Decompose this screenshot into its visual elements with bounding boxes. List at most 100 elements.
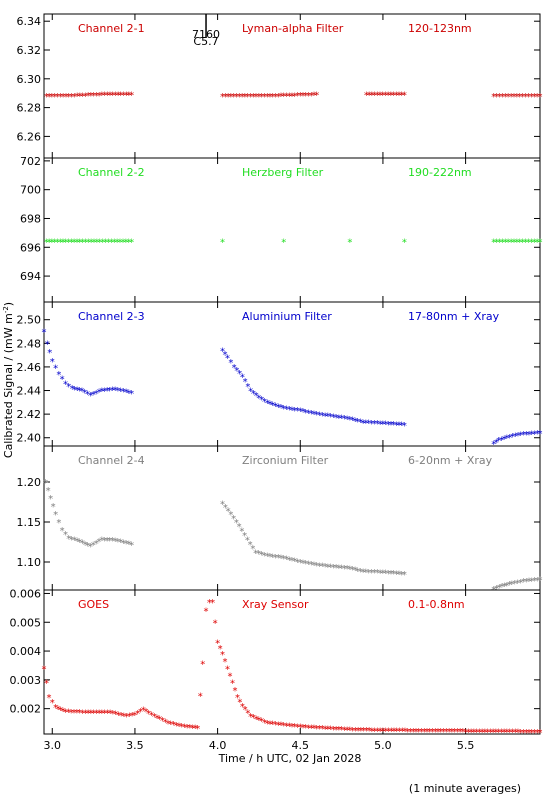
data-point: * — [254, 391, 259, 402]
data-point: * — [83, 238, 88, 249]
event-marker: 7160 C5.7 — [192, 14, 220, 48]
data-point: * — [526, 238, 531, 249]
data-point: * — [259, 395, 264, 406]
data-point: * — [399, 421, 404, 432]
data-point: * — [463, 727, 468, 738]
data-point: * — [273, 92, 278, 103]
data-point: * — [361, 418, 366, 429]
data-point: * — [276, 402, 281, 413]
data-point: * — [438, 727, 443, 738]
data-point: * — [369, 91, 374, 102]
data-point: * — [265, 552, 270, 563]
data-point: * — [290, 722, 295, 733]
data-point: * — [380, 420, 385, 431]
data-point: * — [91, 708, 96, 719]
data-point: * — [171, 720, 176, 731]
data-point: * — [378, 726, 383, 737]
panels: 6.26 6.28 6.30 6.32 6.34 Channel 2-1 Lyman-alp… — [10, 13, 543, 752]
data-point: * — [364, 726, 369, 737]
data-point: * — [256, 715, 261, 726]
data-point: * — [276, 553, 281, 564]
y-tick-label: 700 — [20, 184, 41, 197]
data-point: * — [243, 377, 248, 388]
data-point: * — [535, 728, 540, 739]
data-point: * — [86, 238, 91, 249]
panel-label: Channel 2-3 — [78, 310, 145, 323]
data-point: * — [529, 576, 534, 587]
data-point: * — [193, 724, 198, 735]
data-point: * — [259, 550, 264, 561]
data-point: * — [230, 679, 235, 690]
data-point: * — [526, 577, 531, 588]
data-point: * — [511, 92, 516, 103]
data-point: * — [60, 526, 65, 537]
data-point: * — [42, 664, 47, 675]
data-point: * — [262, 718, 267, 729]
data-point: * — [243, 705, 248, 716]
data-point: * — [245, 92, 250, 103]
data-point: * — [336, 413, 341, 424]
y-axis-label-end: ) — [2, 302, 15, 306]
data-point: * — [228, 358, 233, 369]
data-point: * — [72, 238, 77, 249]
data-point: * — [51, 502, 56, 513]
data-point: * — [228, 92, 233, 103]
data-point: * — [295, 722, 300, 733]
data-point: * — [245, 536, 250, 547]
data-point: * — [372, 568, 377, 579]
data-point: * — [262, 92, 267, 103]
data-point: * — [402, 727, 407, 738]
data-point: * — [397, 727, 402, 738]
panel-label: Zirconium Filter — [242, 454, 329, 467]
data-point: * — [223, 350, 228, 361]
y-tick-label: 0.005 — [10, 616, 42, 629]
data-point: * — [383, 91, 388, 102]
data-point: * — [129, 91, 134, 102]
data-point: * — [295, 557, 300, 568]
data-point: * — [94, 539, 99, 550]
panel-label: Lyman-alpha Filter — [242, 22, 344, 35]
data-point: * — [160, 716, 165, 727]
data-point: * — [532, 576, 537, 587]
data-point: * — [301, 407, 306, 418]
data-point: * — [491, 92, 496, 103]
data-point: * — [61, 706, 66, 717]
data-point: * — [118, 238, 123, 249]
data-point: * — [248, 712, 253, 723]
data-point: * — [499, 435, 504, 446]
data-point: * — [514, 238, 519, 249]
data-point: * — [92, 238, 97, 249]
data-point: * — [210, 598, 215, 609]
data-point: * — [509, 92, 514, 103]
data-point: * — [312, 561, 317, 572]
panel-label: 17-80nm + Xray — [408, 310, 500, 323]
data-point: * — [312, 91, 317, 102]
data-point: * — [276, 92, 281, 103]
data-point: * — [116, 91, 121, 102]
data-point: * — [124, 539, 129, 550]
data-point: * — [49, 238, 54, 249]
data-point: * — [391, 91, 396, 102]
data-point: * — [383, 727, 388, 738]
data-point: * — [394, 91, 399, 102]
data-point: * — [226, 92, 231, 103]
data-point: * — [298, 91, 303, 102]
data-point: * — [273, 720, 278, 731]
data-point: * — [295, 406, 300, 417]
data-point: * — [364, 91, 369, 102]
data-point: * — [284, 721, 289, 732]
data-point: * — [402, 238, 407, 249]
data-point: * — [353, 416, 358, 427]
data-point: * — [529, 92, 534, 103]
data-point: * — [240, 372, 245, 383]
x-tick-label: 4.0 — [209, 739, 227, 752]
data-point: * — [75, 92, 80, 103]
data-point: * — [123, 238, 128, 249]
data-point: * — [126, 238, 131, 249]
data-point: * — [491, 585, 496, 596]
data-point: * — [97, 238, 102, 249]
data-point: * — [47, 348, 52, 359]
data-point: * — [113, 536, 118, 547]
x-axis-ticks: 3.0 3.5 4.0 4.5 5.0 5.5 — [44, 739, 475, 752]
data-point: * — [99, 91, 104, 102]
